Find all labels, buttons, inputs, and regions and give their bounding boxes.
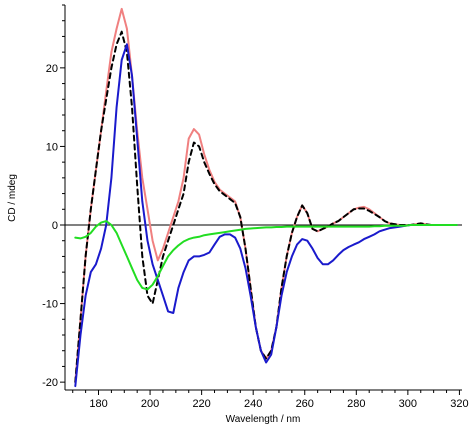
- x-tick-label: 180: [89, 398, 107, 410]
- series-line-1: [74, 7, 458, 384]
- y-tick-label: 10: [46, 141, 58, 153]
- axes: [64, 5, 462, 391]
- series-line-2: [74, 30, 458, 384]
- x-tick-label: 320: [450, 398, 468, 410]
- x-tick-label: 260: [296, 398, 314, 410]
- y-axis-title: CD / mdeg: [7, 174, 18, 222]
- y-tick-label: 20: [46, 63, 58, 75]
- series-line-4: [74, 220, 458, 291]
- y-tick-label: -10: [42, 299, 58, 311]
- series-line-3: [74, 43, 458, 388]
- series-layer: [74, 7, 458, 388]
- x-tick-label: 240: [244, 398, 262, 410]
- y-tick-label: 0: [52, 220, 58, 232]
- x-tick-label: 280: [347, 398, 365, 410]
- ticks-layer: 180 200 220 240 260 280 300 320 -20 -10 0 10 20: [42, 4, 469, 410]
- y-tick-label: -20: [42, 377, 58, 389]
- x-tick-label: 300: [399, 398, 417, 410]
- x-tick-label: 200: [141, 398, 159, 410]
- x-tick-label: 220: [192, 398, 210, 410]
- x-axis-title: Wavelength / nm: [226, 414, 301, 425]
